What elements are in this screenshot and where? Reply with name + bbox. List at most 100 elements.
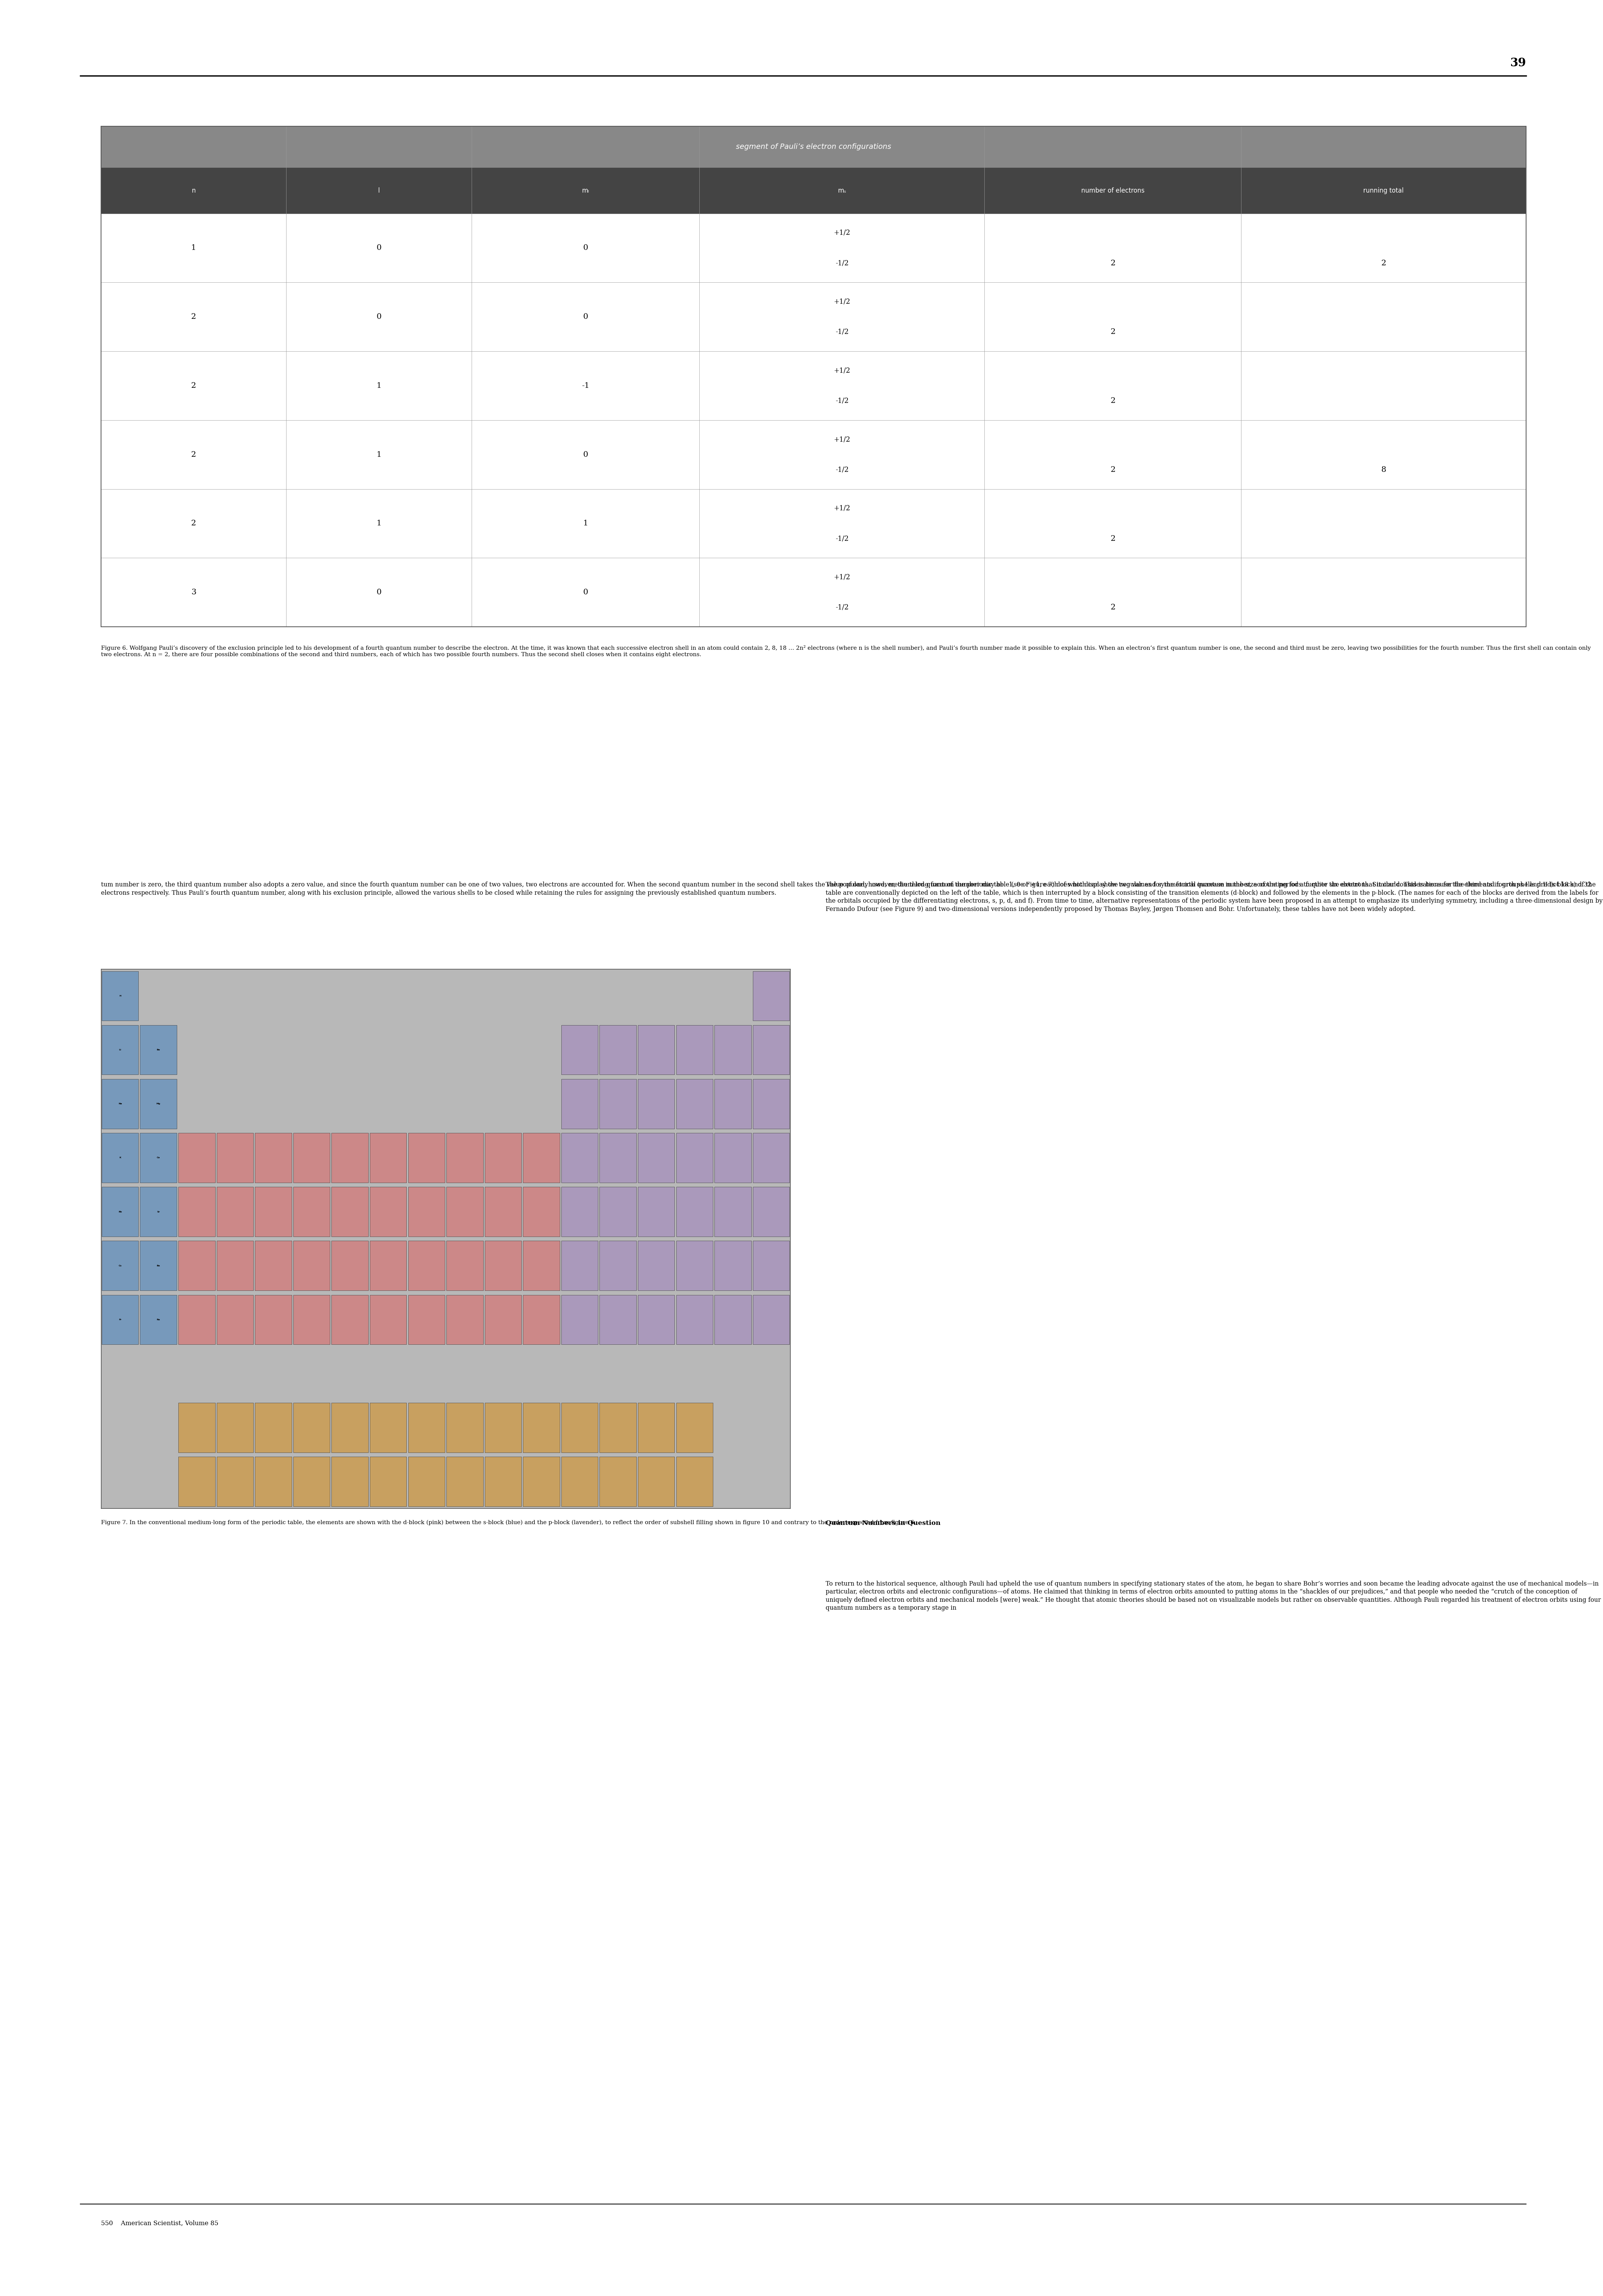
Bar	[715, 1295, 752, 1345]
Text: -1/2: -1/2	[835, 328, 848, 335]
Bar	[216, 1132, 253, 1182]
Bar	[370, 1456, 407, 1506]
Bar	[178, 1240, 215, 1290]
Bar	[255, 1403, 292, 1453]
Bar	[293, 1295, 330, 1345]
Bar	[715, 1079, 752, 1130]
Bar	[753, 1079, 790, 1130]
Bar	[293, 1456, 330, 1506]
Text: +1/2: +1/2	[834, 298, 850, 305]
Text: 1: 1	[377, 381, 382, 390]
Text: tum number is zero, the third quantum number also adopts a zero value, and since: tum number is zero, the third quantum nu…	[101, 882, 1592, 895]
Bar	[676, 1079, 713, 1130]
Bar	[638, 1456, 675, 1506]
Bar	[561, 1079, 598, 1130]
Text: mₛ: mₛ	[838, 188, 846, 193]
Bar	[638, 1079, 675, 1130]
Bar	[409, 1403, 446, 1453]
Bar	[446, 1456, 483, 1506]
Text: 3: 3	[191, 588, 196, 597]
Text: 0: 0	[377, 312, 382, 321]
Bar	[676, 1403, 713, 1453]
Bar	[255, 1132, 292, 1182]
Bar	[216, 1187, 253, 1238]
Bar	[255, 1456, 292, 1506]
Bar	[753, 1295, 790, 1345]
Text: 1: 1	[377, 519, 382, 528]
Bar	[561, 1240, 598, 1290]
Bar	[446, 1187, 483, 1238]
Bar	[484, 1132, 521, 1182]
Text: 2: 2	[191, 519, 196, 528]
Text: +1/2: +1/2	[834, 436, 850, 443]
Bar	[409, 1240, 446, 1290]
Bar	[753, 1024, 790, 1075]
Bar	[600, 1456, 636, 1506]
Text: number of electrons: number of electrons	[1080, 188, 1145, 193]
Bar	[523, 1132, 559, 1182]
Bar	[139, 1079, 176, 1130]
Bar	[523, 1456, 559, 1506]
Bar	[523, 1295, 559, 1345]
Bar	[676, 1295, 713, 1345]
Bar	[409, 1187, 446, 1238]
Bar	[561, 1403, 598, 1453]
Bar	[446, 1240, 483, 1290]
Text: -1/2: -1/2	[835, 535, 848, 542]
Bar	[370, 1403, 407, 1453]
Text: 2: 2	[1111, 535, 1116, 542]
Bar	[139, 1187, 176, 1238]
Bar	[101, 1024, 138, 1075]
Bar	[370, 1187, 407, 1238]
Bar	[332, 1456, 369, 1506]
Text: +1/2: +1/2	[834, 574, 850, 581]
Bar	[101, 126, 1526, 627]
Bar	[293, 1403, 330, 1453]
Text: 2: 2	[1382, 259, 1387, 266]
Text: Quantum Numbers in Question: Quantum Numbers in Question	[826, 1520, 941, 1527]
Bar	[446, 1295, 483, 1345]
Bar	[216, 1295, 253, 1345]
Bar	[600, 1024, 636, 1075]
Text: n: n	[192, 188, 196, 193]
Bar	[753, 1187, 790, 1238]
Text: -1/2: -1/2	[835, 604, 848, 611]
Bar	[370, 1132, 407, 1182]
Bar	[293, 1187, 330, 1238]
Text: 2: 2	[1111, 397, 1116, 404]
Bar	[255, 1187, 292, 1238]
Bar	[753, 1132, 790, 1182]
Bar	[101, 1079, 138, 1130]
Text: The popularly used, medium-long form of the periodic table (see Figure 7) does n: The popularly used, medium-long form of …	[826, 882, 1603, 912]
Text: 8: 8	[1382, 466, 1387, 473]
Text: Figure 7. In the conventional medium-long form of the periodic table, the elemen: Figure 7. In the conventional medium-lon…	[101, 1520, 915, 1525]
Bar	[676, 1187, 713, 1238]
Text: To return to the historical sequence, although Pauli had upheld the use of quant: To return to the historical sequence, al…	[826, 1580, 1601, 1612]
Bar	[332, 1132, 369, 1182]
Bar	[255, 1295, 292, 1345]
Bar	[561, 1187, 598, 1238]
Bar	[561, 1295, 598, 1345]
Text: 0: 0	[377, 243, 382, 253]
Bar	[715, 1024, 752, 1075]
Bar	[484, 1295, 521, 1345]
Text: +1/2: +1/2	[834, 367, 850, 374]
Bar	[523, 1240, 559, 1290]
Bar	[101, 1187, 138, 1238]
Text: -1: -1	[582, 381, 590, 390]
Bar	[753, 1240, 790, 1290]
Bar	[101, 214, 1526, 627]
Text: -1/2: -1/2	[835, 259, 848, 266]
Bar	[101, 168, 1526, 214]
Bar	[600, 1079, 636, 1130]
Bar	[332, 1187, 369, 1238]
Bar	[638, 1403, 675, 1453]
Text: 1: 1	[583, 519, 588, 528]
Bar	[715, 1132, 752, 1182]
Text: 2: 2	[191, 450, 196, 459]
Bar	[715, 1187, 752, 1238]
Text: 2: 2	[191, 312, 196, 321]
Bar	[216, 1456, 253, 1506]
Text: -1/2: -1/2	[835, 397, 848, 404]
Bar	[101, 1295, 138, 1345]
